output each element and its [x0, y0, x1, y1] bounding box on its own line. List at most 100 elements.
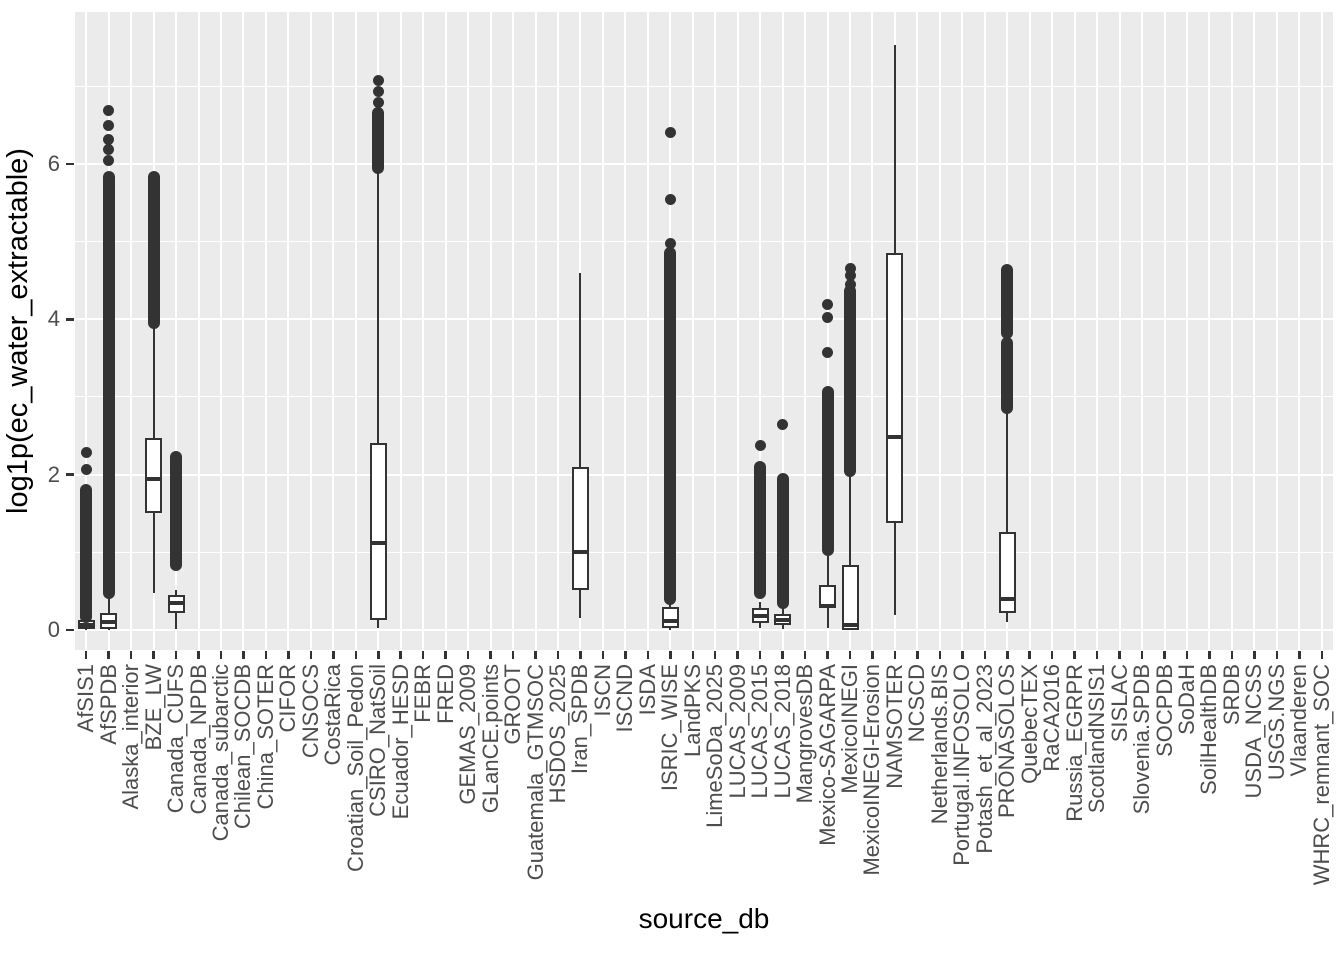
lower-whisker	[826, 608, 829, 628]
category-gridline	[1073, 12, 1076, 650]
category-gridline	[512, 12, 515, 650]
minor-gridline	[75, 396, 1333, 398]
median-line	[819, 603, 837, 608]
y-tick-label: 2	[47, 461, 60, 487]
x-tick	[1028, 651, 1031, 659]
outlier-column	[80, 484, 93, 623]
category-gridline	[1141, 12, 1144, 650]
x-tick	[309, 651, 313, 659]
minor-gridline	[75, 551, 1333, 553]
x-tick	[758, 651, 762, 659]
category-gridline	[736, 12, 739, 650]
outlier-dot	[664, 127, 676, 139]
lower-whisker	[175, 612, 178, 630]
y-tick-label: 4	[47, 306, 60, 332]
x-tick	[287, 651, 290, 659]
y-tick-label: 0	[47, 617, 60, 642]
lower-whisker	[759, 623, 762, 629]
outlier-dot	[80, 464, 92, 476]
outlier-column	[1001, 263, 1014, 340]
outlier-dot	[822, 299, 834, 311]
y-tick-label: 6	[47, 150, 60, 176]
lower-whisker	[377, 619, 380, 629]
upper-whisker	[1006, 411, 1009, 533]
category-gridline	[601, 12, 604, 650]
category-gridline	[646, 12, 649, 650]
median-line	[998, 596, 1016, 601]
x-tick	[1095, 651, 1099, 659]
outlier-dot	[664, 237, 676, 249]
upper-whisker	[579, 272, 582, 467]
lower-whisker	[152, 512, 155, 593]
median-line	[841, 622, 859, 627]
x-tick	[1118, 651, 1121, 659]
x-tick	[332, 651, 335, 659]
category-gridline	[759, 12, 762, 650]
median-line	[751, 614, 769, 619]
x-tick	[107, 651, 110, 659]
upper-whisker	[175, 590, 178, 596]
x-tick	[84, 651, 88, 659]
x-tick	[1298, 651, 1301, 659]
outlier-column	[664, 247, 677, 605]
box	[145, 438, 163, 513]
category-gridline	[85, 12, 88, 650]
category-gridline	[938, 12, 941, 650]
box	[841, 564, 859, 630]
category-gridline	[242, 12, 245, 650]
category-gridline	[983, 12, 986, 650]
y-tick	[66, 318, 74, 321]
x-axis-title: source_db	[638, 903, 770, 934]
x-tick	[152, 651, 155, 659]
outlier-dot	[80, 446, 92, 458]
category-gridline	[1028, 12, 1031, 650]
x-tick	[197, 651, 200, 659]
minor-gridline	[75, 85, 1333, 87]
median-line	[369, 541, 387, 545]
upper-whisker	[849, 473, 852, 565]
median-line	[77, 623, 95, 628]
category-gridline	[175, 12, 178, 650]
upper-whisker	[152, 327, 155, 439]
outlier-dot	[103, 144, 115, 156]
category-gridline	[534, 12, 537, 650]
x-tick	[466, 651, 470, 659]
y-tick	[66, 473, 74, 476]
outlier-dot	[664, 194, 676, 206]
x-tick	[444, 651, 447, 659]
lower-whisker	[669, 628, 672, 630]
x-tick	[736, 651, 739, 659]
upper-whisker	[377, 171, 380, 443]
category-gridline	[691, 12, 694, 650]
x-tick	[691, 651, 695, 659]
median-line	[167, 600, 185, 605]
lower-whisker	[1006, 612, 1009, 623]
x-tick	[1230, 651, 1234, 659]
box	[369, 442, 387, 620]
x-tick	[713, 651, 717, 659]
outlier-dot	[103, 119, 115, 131]
category-gridline	[1253, 12, 1256, 650]
x-tick	[354, 651, 358, 659]
x-tick	[1140, 651, 1144, 659]
x-tick	[534, 651, 537, 659]
lower-whisker	[579, 590, 582, 619]
minor-gridline	[75, 241, 1333, 243]
x-tick	[848, 651, 852, 659]
y-axis-title: log1p(ec_water_extractable)	[2, 148, 34, 514]
x-tick	[242, 651, 245, 659]
category-gridline	[1163, 12, 1166, 650]
outlier-column	[170, 450, 183, 571]
x-tick	[1208, 651, 1211, 659]
category-gridline	[1298, 12, 1301, 650]
x-tick	[489, 651, 492, 659]
x-tick	[264, 651, 268, 659]
outlier-column	[147, 171, 160, 330]
x-tick	[983, 651, 987, 659]
median-line	[571, 550, 589, 555]
category-gridline	[871, 12, 874, 650]
category-gridline	[1230, 12, 1233, 650]
x-tick	[669, 651, 672, 659]
outlier-column	[102, 171, 115, 600]
